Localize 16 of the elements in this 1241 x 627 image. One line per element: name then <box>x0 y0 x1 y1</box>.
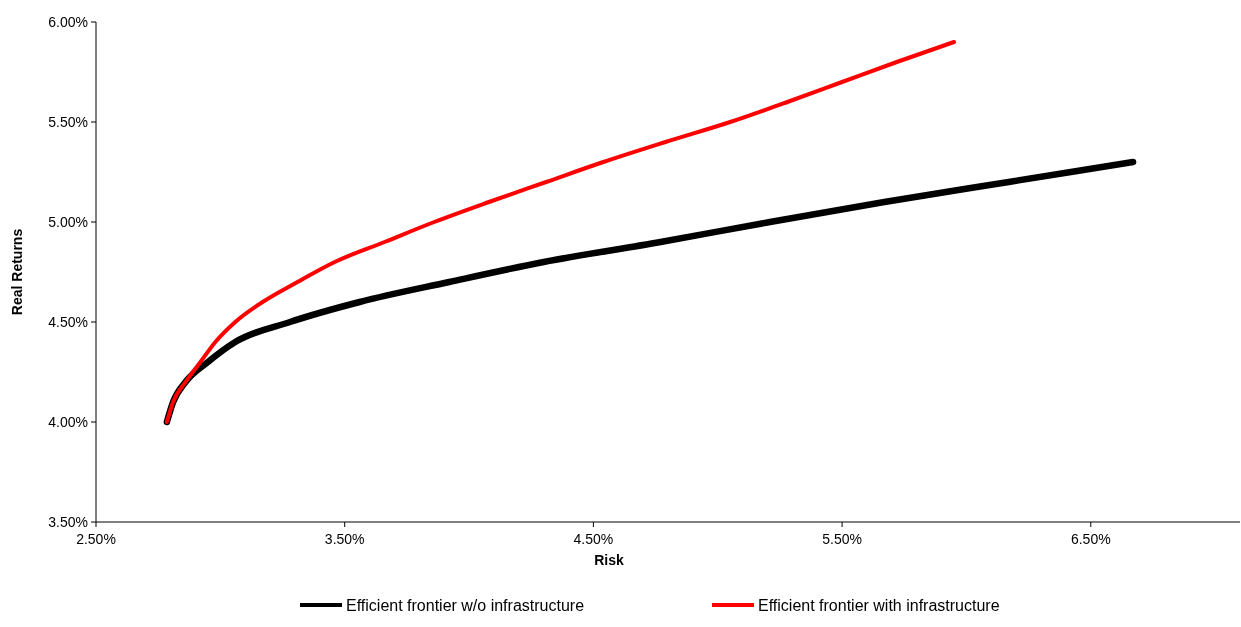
y-tick-label: 6.00% <box>48 13 88 30</box>
x-tick-label: 2.50% <box>76 531 116 547</box>
y-tick-label: 3.50% <box>48 513 88 530</box>
x-axis-title: Risk <box>594 552 624 568</box>
legend-label: Efficient frontier with infrastructure <box>758 596 1000 614</box>
y-tick-label: 5.00% <box>48 213 88 230</box>
x-tick-label: 3.50% <box>324 531 365 547</box>
x-tick-label: 6.50% <box>1070 531 1111 547</box>
y-tick-label: 5.50% <box>48 113 88 130</box>
line-series <box>164 40 956 424</box>
y-tick-label: 4.50% <box>48 313 88 330</box>
legend-label: Efficient frontier w/o infrastructure <box>346 596 585 614</box>
y-tick-label: 4.00% <box>48 413 88 430</box>
y-axis-title: Real Returns <box>9 228 25 316</box>
x-tick-label: 5.50% <box>822 531 862 547</box>
x-tick-label: 4.50% <box>573 531 614 547</box>
